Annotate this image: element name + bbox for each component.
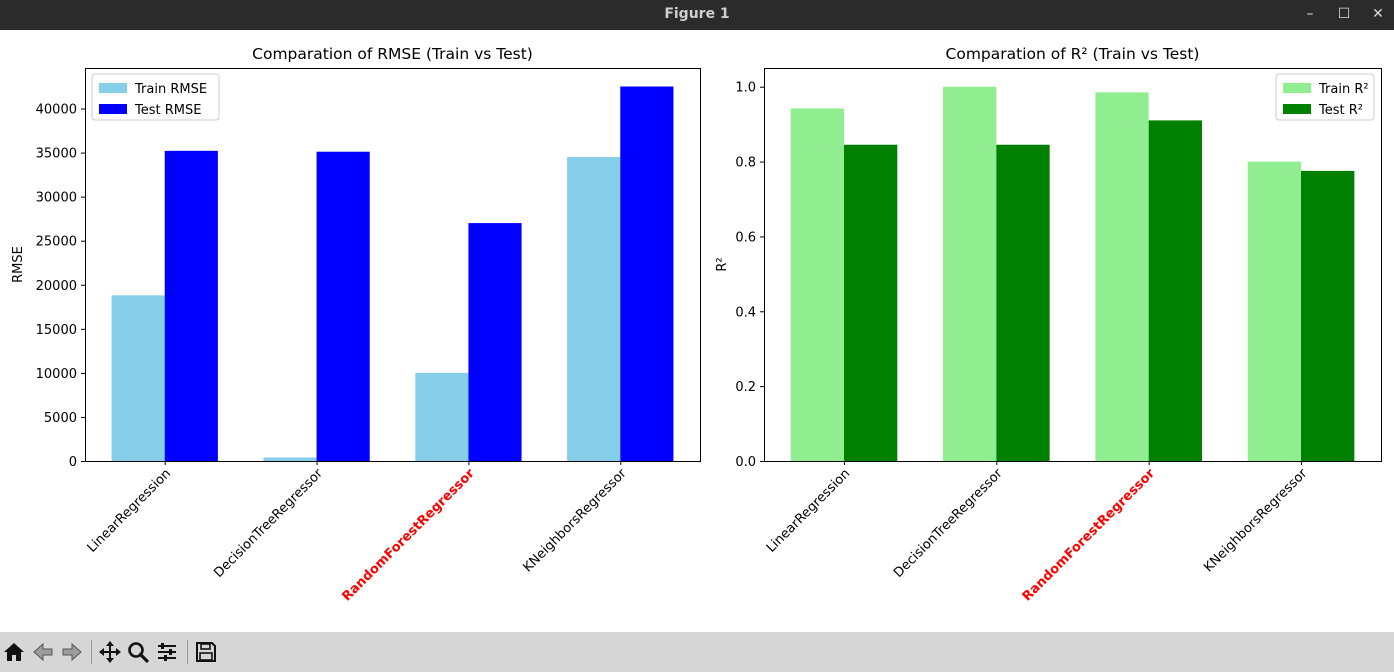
plot-frame [85,68,701,462]
navigation-toolbar [0,632,1394,672]
legend-label: Test RMSE [134,103,201,118]
maximize-button[interactable]: ☐ [1337,6,1351,22]
zoom-icon [128,642,149,663]
y-tick-label: 0 [69,455,77,470]
legend: Train RMSE Test RMSE [91,73,220,121]
x-tick-label: KNeighborsRegressor [1201,466,1311,576]
bar-train-r- [1247,161,1302,462]
x-tick-label: RandomForestRegressor [1020,466,1159,605]
x-tick-label: DecisionTreeRegressor [211,466,326,581]
pan-button[interactable] [97,639,123,665]
legend-swatch [1283,83,1311,93]
y-tick-label: 0.8 [735,156,756,171]
y-tick-label: 0.2 [735,380,756,395]
x-tick-label: LinearRegression [85,466,174,555]
save-icon [196,642,216,662]
y-tick-label: 40000 [36,103,77,118]
legend-label: Train R² [1318,82,1369,97]
y-axis-label: R² [715,257,730,271]
minimize-button[interactable]: – [1306,6,1314,22]
bar-train-r- [790,108,844,462]
bar-train-r- [1095,92,1149,462]
save-button[interactable] [193,639,219,665]
bar-test-r- [1148,120,1202,462]
y-tick-label: 0.6 [735,230,756,245]
legend-swatch [99,83,127,93]
legend: Train R² Test R² [1275,73,1375,121]
legend-swatch [99,104,127,114]
plot-frame [764,68,1382,462]
y-tick-label: 5000 [44,411,77,426]
x-tick-label: DecisionTreeRegressor [891,466,1006,581]
toolbar-separator [187,640,188,664]
forward-icon [62,642,82,662]
bar-test-r- [843,144,898,461]
x-tick-label: LinearRegression [764,466,853,555]
close-button[interactable]: ✕ [1372,6,1384,22]
bar-train-rmse [415,372,469,461]
pan-icon [99,641,121,663]
y-tick-label: 0.4 [735,305,756,320]
window-title: Figure 1 [664,6,730,22]
bar-test-rmse [316,151,370,461]
chart-title: Comparation of RMSE (Train vs Test) [252,45,533,63]
x-tick-label: KNeighborsRegressor [521,466,631,576]
bar-test-rmse [468,223,522,461]
figure-canvas: Comparation of RMSE (Train vs Test) 0 5000… [0,30,1394,632]
legend-label: Test R² [1318,103,1363,118]
toolbar-separator [91,640,92,664]
bar-test-rmse [620,86,674,461]
bar-train-r- [943,86,997,461]
back-button[interactable] [30,639,56,665]
y-axis-label: RMSE [11,246,26,283]
figure-svg: Comparation of RMSE (Train vs Test) 0 5000… [11,45,1382,604]
y-tick-label: 0.0 [735,455,756,470]
y-tick-label: 10000 [36,367,77,382]
y-tick-label: 20000 [36,279,77,294]
window-titlebar: Figure 1 – ☐ ✕ [0,0,1394,30]
y-tick-label: 1.0 [735,81,756,96]
legend-swatch [1283,104,1311,114]
y-tick-label: 15000 [36,323,77,338]
home-button[interactable] [1,639,27,665]
y-tick-label: 30000 [36,191,77,206]
configure-subplots-button[interactable] [154,639,180,665]
chart-1: Comparation of RMSE (Train vs Test) 0 5000… [11,45,701,604]
back-icon [33,642,53,662]
y-tick-label: 25000 [36,235,77,250]
home-icon [4,643,24,661]
x-tick-label: RandomForestRegressor [340,466,479,605]
bar-train-rmse [111,295,165,461]
chart-2: Comparation of R² (Train vs Test) 0.0 0.2 0… [715,45,1382,604]
forward-button[interactable] [59,639,85,665]
configure-subplots-icon [158,643,176,661]
zoom-button[interactable] [125,639,151,665]
chart-title: Comparation of R² (Train vs Test) [946,45,1200,63]
bar-test-r- [996,144,1050,461]
bar-train-rmse [567,156,621,462]
bar-test-r- [1301,170,1355,461]
y-tick-label: 35000 [36,147,77,162]
bar-test-rmse [164,150,218,461]
legend-label: Train RMSE [134,82,207,97]
bar-train-rmse [263,457,317,461]
